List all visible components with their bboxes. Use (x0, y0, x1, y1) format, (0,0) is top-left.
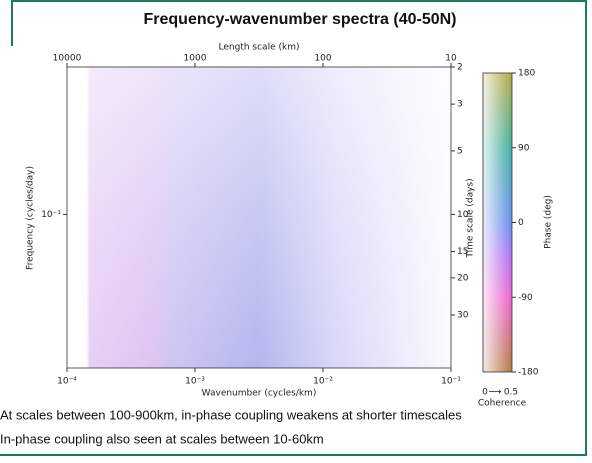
plot-frame (66, 66, 452, 369)
x-tick-label: 10⁻³ (185, 377, 205, 387)
top-tick-label: 100 (314, 54, 331, 64)
top-tick-label: 1000 (184, 54, 207, 64)
right-tick-label: 20 (457, 273, 469, 283)
right-tick-label: 30 (457, 311, 469, 321)
coherence-arrow: ⟶ (489, 388, 502, 398)
annotation: At scales between 100-900km, in-phase co… (0, 407, 462, 422)
x-tick-label: 10⁻² (313, 377, 333, 387)
frame-border (0, 0, 587, 456)
x-tick-label: 10⁻¹ (441, 377, 461, 387)
coherence-min: 0 (482, 388, 488, 398)
top-axis-label: Length scale (km) (219, 43, 300, 53)
top-tick-label: 10 (445, 54, 457, 64)
frame (0, 0, 587, 456)
right-tick-label: 5 (457, 146, 463, 156)
annotation: In-phase coupling also seen at scales be… (0, 431, 324, 446)
right-axis-label: Time scale (days) (466, 178, 476, 258)
colorbar-tick-label: 180 (518, 69, 535, 79)
coherence-label: Coherence (478, 399, 527, 409)
right-tick-label: 10 (457, 210, 469, 220)
chart-title: Frequency-wavenumber spectra (40-50N) (144, 11, 457, 28)
x-axis-label: Wavenumber (cycles/km) (202, 389, 317, 399)
top-tick-label: 10000 (53, 54, 82, 64)
right-tick-label: 15 (457, 247, 468, 257)
right-tick-label: 2 (457, 63, 463, 73)
colorbar-tick-label: -90 (518, 293, 533, 303)
colorbar-coherence (483, 73, 512, 372)
colorbar-tick-label: 90 (518, 143, 530, 153)
right-tick-label: 3 (457, 100, 463, 110)
colorbar-tick-label: 0 (518, 218, 524, 228)
y-tick-label: 10⁻¹ (41, 210, 61, 220)
colorbar-label: Phase (deg) (544, 195, 554, 249)
y-axis-label: Frequency (cycles/day) (26, 166, 36, 270)
colorbar-tick-label: -180 (518, 368, 539, 378)
coherence-max: 0.5 (504, 388, 518, 398)
spectrum-shade (67, 67, 451, 368)
x-tick-label: 10⁻⁴ (57, 377, 77, 387)
